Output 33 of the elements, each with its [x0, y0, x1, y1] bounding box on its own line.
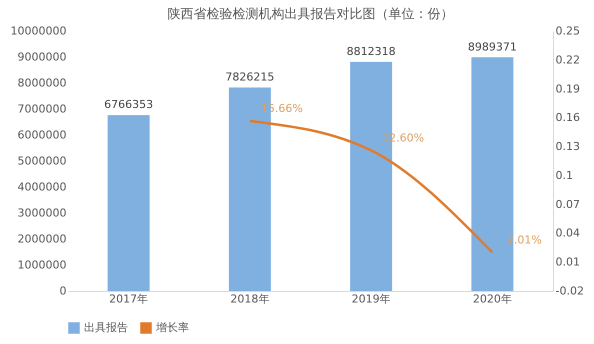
y-tick-label: 6000000	[18, 128, 66, 142]
legend-label: 出具报告	[84, 321, 128, 334]
y2-tick-label: 0.13	[556, 140, 580, 154]
y-tick-label: 0	[60, 284, 66, 298]
data-label: 8989371	[468, 40, 517, 54]
y2-tick-label: 0.19	[556, 82, 580, 96]
y2-tick-label: 0.16	[556, 111, 580, 124]
y2-tick-label: -0.02	[556, 284, 584, 298]
y-tick-label: 10000000	[10, 24, 66, 38]
x-tick-label: 2020年	[472, 292, 512, 306]
x-tick-label: 2019年	[352, 292, 391, 306]
legend-label: 增长率	[155, 321, 189, 334]
y2-tick-label: 0.07	[556, 198, 580, 211]
y2-tick-label: 0.04	[556, 226, 580, 240]
y-tick-label: 1000000	[18, 258, 66, 272]
y-tick-label: 8000000	[18, 76, 66, 90]
y2-tick-label: 0.25	[556, 24, 580, 38]
data-label: 6766353	[104, 98, 154, 112]
y2-tick-label: 0.1	[556, 168, 573, 182]
y-tick-label: 3000000	[18, 206, 66, 220]
y-tick-label: 7000000	[18, 102, 66, 116]
y-tick-label: 4000000	[18, 180, 66, 194]
y2-tick-label: 0.22	[556, 53, 580, 66]
data-label: 8812318	[346, 44, 396, 58]
x-tick-label: 2018年	[230, 292, 270, 306]
y-tick-label: 9000000	[18, 50, 66, 64]
x-tick-label: 2017年	[109, 292, 148, 306]
data-label: 7826215	[225, 70, 274, 84]
y-tick-label: 2000000	[18, 232, 66, 246]
y2-tick-label: 0.01	[556, 256, 580, 269]
bar	[108, 115, 150, 291]
chart-title: 陕西省检验检测机构出具报告对比图（单位：份）	[168, 7, 454, 22]
y-tick-label: 5000000	[18, 154, 66, 168]
